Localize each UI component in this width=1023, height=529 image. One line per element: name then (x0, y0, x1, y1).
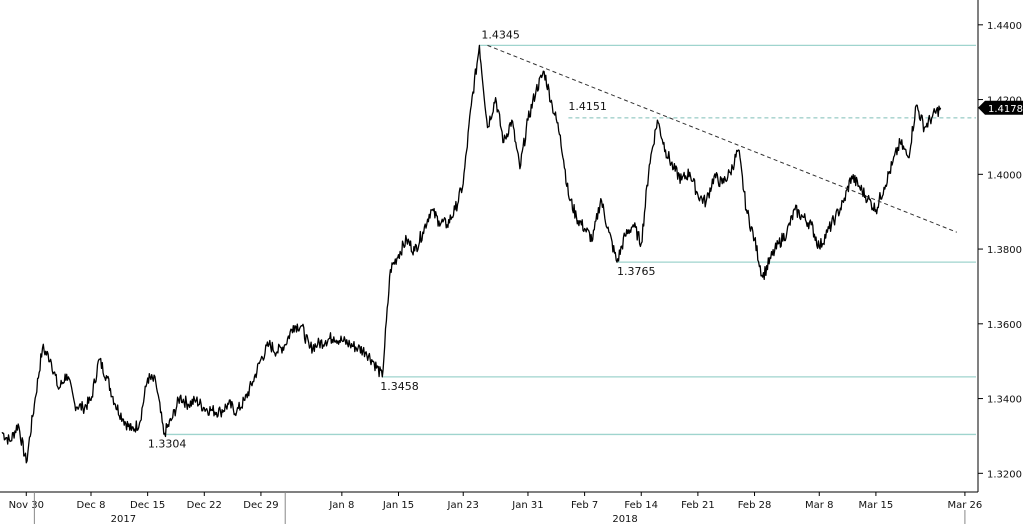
y-tick-label: 1.3400 (987, 395, 1022, 406)
x-tick-label: Feb 14 (624, 500, 658, 511)
x-tick-label: Feb 28 (738, 500, 772, 511)
x-tick-label: Nov 30 (9, 500, 44, 511)
price-series (1, 44, 942, 464)
y-tick-label: 1.3200 (987, 469, 1022, 480)
level-label: 1.4151 (568, 100, 607, 113)
year-label: 2017 (111, 514, 136, 525)
level-label: 1.3304 (148, 437, 187, 450)
x-tick-label: Feb 7 (571, 500, 598, 511)
x-tick-label: Dec 15 (130, 500, 165, 511)
x-tick-label: Dec 8 (77, 500, 106, 511)
x-tick-label: Dec 29 (243, 500, 278, 511)
level-annotations: 1.4345 1.4151 1.3765 1.3458 1.3304 (148, 28, 656, 450)
trendline-line (487, 44, 958, 233)
y-tick-label: 1.4000 (987, 170, 1022, 181)
price-line (1, 44, 942, 464)
year-label: 2018 (612, 514, 637, 525)
level-label: 1.3765 (617, 265, 656, 278)
last-value-label: 1.4178 (988, 104, 1023, 115)
level-label: 1.4345 (481, 28, 520, 41)
y-tick-label: 1.4400 (987, 21, 1022, 32)
x-tick-label: Dec 22 (187, 500, 222, 511)
x-tick-label: Jan 23 (447, 500, 479, 511)
last-value-badge (978, 100, 1023, 115)
x-tick-label: Feb 21 (681, 500, 715, 511)
x-tick-label: Jan 8 (328, 500, 354, 511)
x-tick-label: Mar 15 (859, 500, 894, 511)
x-tick-label: Mar 26 (948, 500, 983, 511)
x-tick-label: Mar 8 (805, 500, 833, 511)
trendline (487, 44, 958, 233)
level-label: 1.3458 (380, 380, 419, 393)
support-resistance-levels (163, 44, 976, 436)
y-tick-label: 1.3600 (987, 320, 1022, 331)
y-tick-label: 1.3800 (987, 245, 1022, 256)
x-tick-label: Jan 15 (382, 500, 414, 511)
x-tick-label: Jan 31 (511, 500, 543, 511)
